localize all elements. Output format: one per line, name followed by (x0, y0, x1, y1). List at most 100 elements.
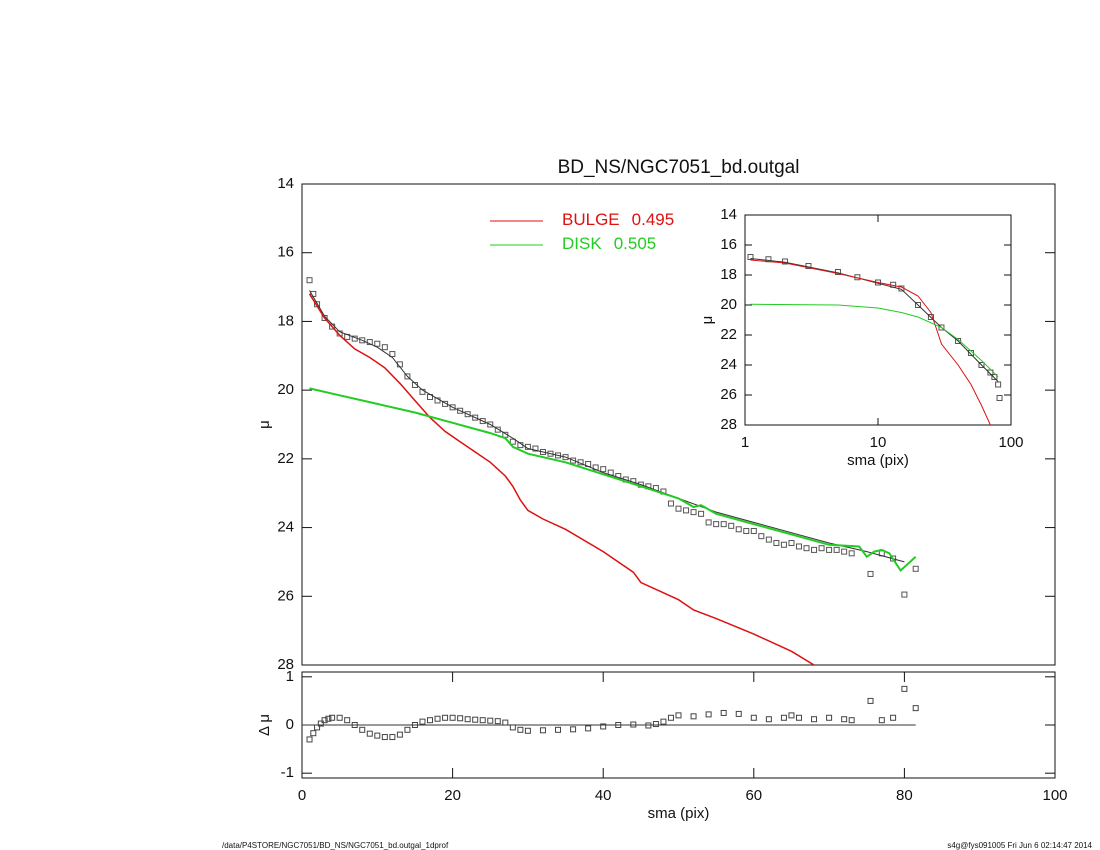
data-point (991, 374, 998, 380)
data-point (359, 726, 366, 733)
data-point (449, 404, 456, 411)
y-tick-label: 26 (720, 386, 737, 403)
data-point (344, 717, 351, 724)
data-point (494, 718, 501, 725)
x-axis-label: sma (pix) (648, 805, 710, 822)
data-point (698, 510, 705, 517)
data-point (539, 727, 546, 734)
data-point (848, 550, 855, 557)
data-point (765, 716, 772, 723)
chart-title: BD_NS/NGC7051_bd.outgal (558, 157, 800, 178)
data-point (600, 466, 607, 473)
data-point (841, 548, 848, 555)
data-point (306, 277, 313, 284)
data-point (487, 717, 494, 724)
data-point (411, 722, 418, 728)
y-tick-label: -1 (281, 764, 294, 781)
data-point (532, 445, 539, 452)
data-point (927, 314, 934, 320)
data-point (457, 715, 464, 722)
data-point (690, 509, 697, 516)
data-point (996, 395, 1003, 401)
data-point (878, 717, 885, 724)
data-point (419, 718, 426, 725)
data-point (585, 725, 592, 732)
profile-line (750, 259, 991, 425)
data-point (539, 448, 546, 455)
data-point (915, 302, 922, 308)
data-point (912, 705, 919, 712)
data-point (667, 500, 674, 507)
legend-fraction: 0.495 (632, 210, 675, 229)
data-point (479, 418, 486, 425)
data-point (457, 407, 464, 414)
footer-stamp: s4g@fys091005 Fri Jun 6 02:14:47 2014 (947, 841, 1092, 850)
data-point (306, 736, 313, 743)
data-point (404, 726, 411, 733)
data-point (310, 730, 317, 737)
data-point (570, 726, 577, 733)
x-tick-label: 0 (298, 787, 306, 804)
data-point (826, 546, 833, 553)
data-point (615, 722, 622, 728)
profile-line (309, 290, 905, 563)
data-point (389, 351, 396, 358)
x-tick-label: 80 (896, 787, 913, 804)
data-point (795, 714, 802, 721)
data-point (547, 450, 554, 457)
data-point (359, 337, 366, 344)
data-point (464, 411, 471, 418)
data-point (773, 540, 780, 547)
data-point (502, 719, 509, 726)
data-point (374, 732, 381, 739)
data-point (811, 546, 818, 553)
data-point (841, 716, 848, 723)
data-point (758, 533, 765, 540)
data-point (720, 521, 727, 528)
data-point (705, 519, 712, 526)
profile-line (308, 293, 815, 665)
y-tick-label: 16 (277, 244, 294, 261)
y-tick-label: 22 (720, 326, 737, 343)
x-tick-label: 100 (1042, 787, 1067, 804)
y-tick-label: 14 (277, 175, 294, 192)
y-tick-label: 14 (720, 206, 737, 223)
legend-name: BULGE (562, 210, 620, 229)
data-point (803, 545, 810, 552)
data-point (404, 373, 411, 380)
data-point (366, 339, 373, 346)
data-point (728, 522, 735, 529)
data-point (449, 714, 456, 721)
y-axis-label: μ (699, 316, 716, 325)
data-point (675, 505, 682, 512)
data-point (901, 591, 908, 598)
y-axis-label: Δ μ (256, 714, 273, 736)
data-point (848, 717, 855, 724)
profile-line (750, 303, 999, 378)
data-point (833, 546, 840, 553)
data-point (811, 716, 818, 723)
x-tick-label: 1 (741, 434, 749, 451)
data-point (826, 714, 833, 721)
data-point (995, 381, 1002, 388)
data-point (912, 565, 919, 572)
y-tick-label: 1 (286, 668, 294, 685)
data-point (705, 711, 712, 718)
y-tick-label: 20 (277, 381, 294, 398)
data-point (600, 723, 607, 730)
data-point (381, 344, 388, 351)
data-point (509, 724, 516, 731)
data-point (743, 528, 750, 535)
x-tick-label: 20 (444, 787, 461, 804)
data-point (750, 528, 757, 535)
y-axis-label: μ (256, 420, 273, 429)
data-point (374, 340, 381, 347)
y-tick-label: 18 (277, 312, 294, 329)
data-point (683, 507, 690, 514)
data-point (652, 721, 659, 728)
data-point (818, 545, 825, 552)
data-point (487, 421, 494, 428)
data-point (517, 726, 524, 733)
data-point (795, 543, 802, 550)
